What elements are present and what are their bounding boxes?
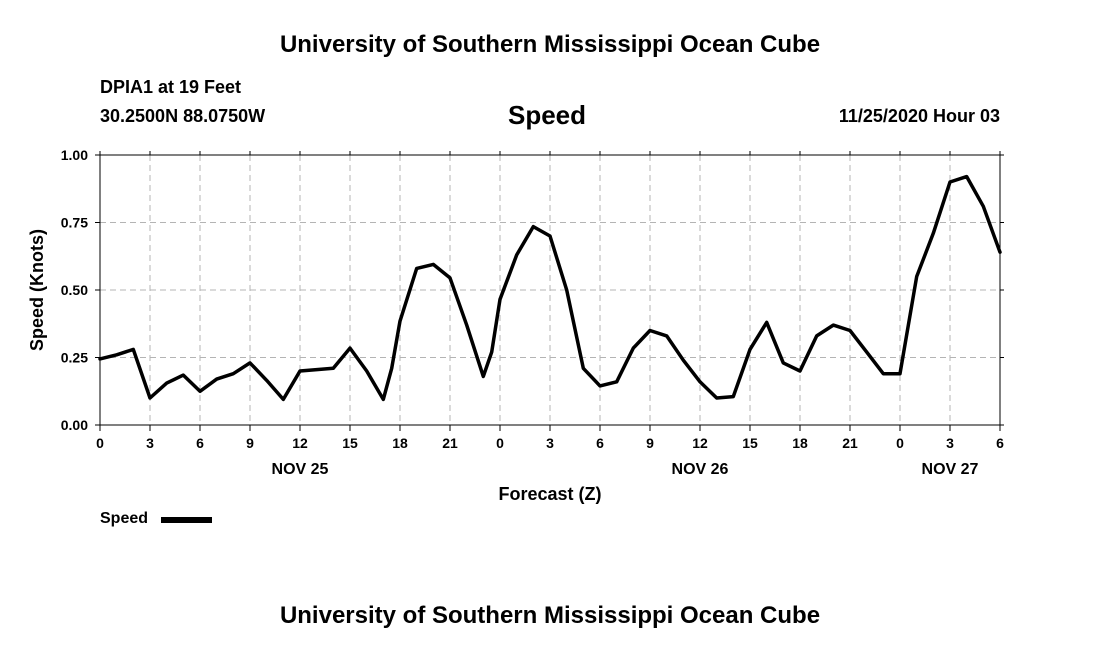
timestamp-label: 11/25/2020 Hour 03 xyxy=(838,106,1000,126)
date-label: NOV 26 xyxy=(672,461,729,478)
x-tick-label: 6 xyxy=(596,435,604,451)
date-label: NOV 25 xyxy=(272,461,329,478)
date-label: NOV 27 xyxy=(922,461,979,478)
x-tick-label: 12 xyxy=(692,435,708,451)
legend-label: Speed xyxy=(100,510,149,527)
x-tick-label: 21 xyxy=(842,435,858,451)
y-tick-label: 1.00 xyxy=(61,147,88,163)
y-tick-label: 0.50 xyxy=(61,282,88,298)
x-tick-label: 6 xyxy=(996,435,1004,451)
y-tick-label: 0.00 xyxy=(61,417,88,433)
x-tick-label: 3 xyxy=(546,435,554,451)
legend-swatch xyxy=(161,517,212,523)
x-tick-label: 18 xyxy=(792,435,808,451)
title-bottom: University of Southern Mississippi Ocean… xyxy=(279,602,821,629)
x-tick-label: 0 xyxy=(496,435,504,451)
y-tick-label: 0.25 xyxy=(61,350,88,366)
x-tick-label: 3 xyxy=(146,435,154,451)
x-tick-label: 15 xyxy=(342,435,358,451)
y-tick-label: 0.75 xyxy=(61,215,88,231)
x-tick-label: 18 xyxy=(392,435,408,451)
x-tick-label: 6 xyxy=(196,435,204,451)
plot-frame xyxy=(99,154,1001,426)
y-axis-label: Speed (Knots) xyxy=(27,229,47,351)
x-axis-label: Forecast (Z) xyxy=(498,484,601,504)
x-tick-label: 9 xyxy=(246,435,254,451)
station-label: DPIA1 at 19 Feet xyxy=(100,77,242,97)
x-tick-label: 0 xyxy=(96,435,104,451)
x-tick-label: 21 xyxy=(442,435,458,451)
x-tick-label: 9 xyxy=(646,435,654,451)
chart-title: Speed xyxy=(508,100,587,130)
coordinates-label: 30.2500N 88.0750W xyxy=(100,106,266,126)
series-line-speed xyxy=(98,174,1002,402)
x-tick-label: 0 xyxy=(896,435,904,451)
x-tick-label: 12 xyxy=(292,435,308,451)
x-tick-label: 3 xyxy=(946,435,954,451)
x-tick-label: 15 xyxy=(742,435,758,451)
title-top: University of Southern Mississippi Ocean… xyxy=(279,31,821,58)
